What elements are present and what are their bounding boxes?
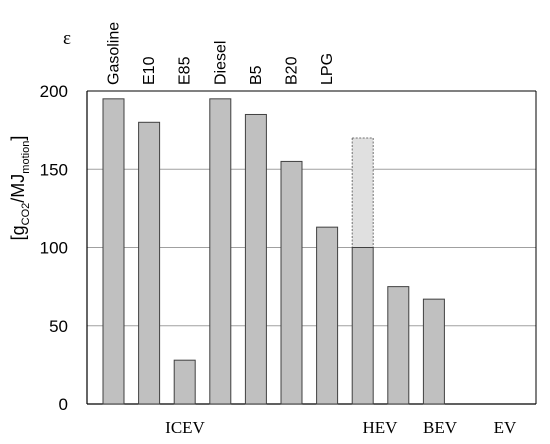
group-labels: ICEV HEV BEV EV (165, 418, 517, 437)
category-label-lpg: LPG (319, 53, 336, 85)
grid-layer (87, 168, 536, 327)
y-tick-label-150: 150 (40, 160, 68, 179)
group-label-bev: BEV (423, 418, 458, 437)
y-tick-labels: 0 50 100 150 200 (40, 82, 68, 414)
group-label-hev: HEV (363, 418, 399, 437)
y-axis-label: [gCO2/MJmotion] (8, 136, 32, 241)
group-label-icev: ICEV (165, 418, 205, 437)
bar-6 (316, 226, 339, 405)
bar-8 (387, 286, 410, 405)
y-label-mid: /MJ (8, 174, 28, 203)
category-label-gasoline: Gasoline (106, 22, 123, 85)
y-label-sub-co2: CO2 (20, 203, 32, 226)
category-labels: Gasoline E10 E85 Diesel B5 B20 LPG (106, 22, 337, 85)
bar-2 (173, 359, 196, 405)
plot-frame (86, 90, 537, 405)
y-tick-label-200: 200 (40, 82, 68, 101)
bar-3 (209, 98, 232, 405)
category-label-e10: E10 (141, 56, 158, 85)
bar-7 (351, 247, 374, 405)
bars-layer (102, 98, 445, 405)
bar-4 (244, 113, 267, 405)
bar-9 (422, 298, 445, 405)
y-axis-symbol: ε (63, 28, 71, 49)
group-label-ev: EV (494, 418, 517, 437)
category-label-b20: B20 (284, 56, 301, 85)
bar-1 (138, 121, 161, 405)
bar-0 (102, 98, 125, 405)
category-label-b5: B5 (248, 65, 265, 85)
category-label-e85: E85 (177, 56, 194, 85)
category-label-diesel: Diesel (212, 41, 229, 85)
bar-5 (280, 160, 303, 405)
bar-7-extension (351, 137, 374, 248)
y-label-sub-motion: motion (20, 141, 32, 174)
y-label-close: ] (8, 136, 28, 141)
y-label-open: [g (8, 225, 28, 240)
y-tick-label-100: 100 (40, 239, 68, 258)
y-tick-label-50: 50 (49, 317, 68, 336)
y-tick-label-0: 0 (59, 395, 68, 414)
